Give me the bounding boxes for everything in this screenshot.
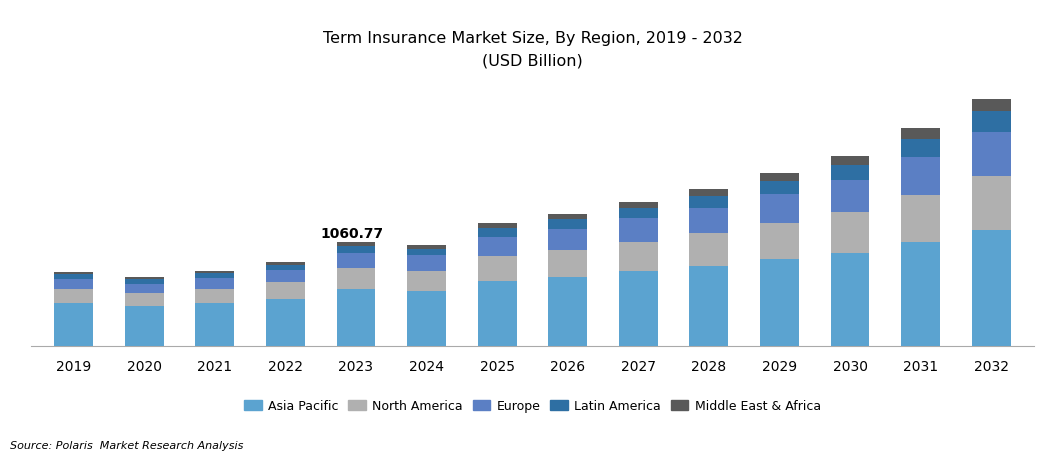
Bar bbox=[831, 165, 870, 180]
Bar bbox=[195, 274, 234, 278]
Bar bbox=[619, 242, 658, 272]
Bar bbox=[548, 251, 587, 278]
Bar bbox=[972, 177, 1011, 231]
Bar bbox=[689, 234, 729, 267]
Bar bbox=[619, 219, 658, 242]
Bar bbox=[478, 238, 517, 256]
Bar bbox=[125, 284, 164, 293]
Bar bbox=[407, 256, 446, 271]
Bar bbox=[619, 272, 658, 346]
Bar bbox=[972, 100, 1011, 112]
Bar bbox=[195, 271, 234, 274]
Bar bbox=[195, 289, 234, 303]
Bar bbox=[336, 268, 376, 289]
Bar bbox=[54, 279, 93, 289]
Bar bbox=[831, 212, 870, 253]
Bar bbox=[478, 223, 517, 229]
Bar bbox=[548, 229, 587, 251]
Bar bbox=[54, 304, 93, 346]
Bar bbox=[831, 180, 870, 212]
Bar bbox=[901, 157, 940, 195]
Bar bbox=[125, 280, 164, 284]
Bar bbox=[336, 247, 376, 253]
Bar bbox=[407, 249, 446, 256]
Text: 1060.77: 1060.77 bbox=[321, 227, 384, 240]
Bar bbox=[831, 157, 870, 165]
Bar bbox=[125, 293, 164, 307]
Bar bbox=[619, 208, 658, 219]
Bar bbox=[478, 256, 517, 281]
Bar bbox=[760, 194, 799, 223]
Bar bbox=[195, 278, 234, 289]
Bar bbox=[548, 220, 587, 229]
Bar bbox=[54, 272, 93, 275]
Bar bbox=[407, 291, 446, 346]
Bar bbox=[831, 253, 870, 346]
Bar bbox=[901, 129, 940, 140]
Bar bbox=[760, 223, 799, 260]
Title: Term Insurance Market Size, By Region, 2019 - 2032
(USD Billion): Term Insurance Market Size, By Region, 2… bbox=[323, 31, 742, 68]
Bar bbox=[689, 208, 729, 234]
Bar bbox=[760, 173, 799, 181]
Bar bbox=[901, 140, 940, 157]
Bar bbox=[336, 253, 376, 268]
Bar bbox=[689, 267, 729, 346]
Bar bbox=[548, 278, 587, 346]
Bar bbox=[972, 231, 1011, 346]
Bar bbox=[689, 197, 729, 208]
Bar bbox=[266, 299, 305, 346]
Bar bbox=[336, 289, 376, 346]
Bar bbox=[478, 229, 517, 238]
Bar bbox=[407, 245, 446, 249]
Bar bbox=[548, 214, 587, 220]
Legend: Asia Pacific, North America, Europe, Latin America, Middle East & Africa: Asia Pacific, North America, Europe, Lat… bbox=[239, 394, 826, 417]
Bar bbox=[972, 133, 1011, 177]
Bar bbox=[760, 260, 799, 346]
Bar bbox=[266, 283, 305, 299]
Bar bbox=[266, 271, 305, 283]
Bar bbox=[901, 195, 940, 242]
Bar bbox=[266, 266, 305, 271]
Bar bbox=[972, 112, 1011, 133]
Bar bbox=[336, 242, 376, 247]
Bar bbox=[54, 289, 93, 304]
Bar bbox=[619, 202, 658, 208]
Bar bbox=[407, 271, 446, 291]
Bar bbox=[54, 275, 93, 279]
Bar bbox=[478, 281, 517, 346]
Bar bbox=[125, 307, 164, 346]
Bar bbox=[266, 263, 305, 266]
Bar bbox=[125, 277, 164, 280]
Bar bbox=[760, 181, 799, 194]
Text: Source: Polaris  Market Research Analysis: Source: Polaris Market Research Analysis bbox=[10, 440, 244, 450]
Bar bbox=[689, 190, 729, 197]
Bar bbox=[901, 242, 940, 346]
Bar bbox=[195, 303, 234, 346]
